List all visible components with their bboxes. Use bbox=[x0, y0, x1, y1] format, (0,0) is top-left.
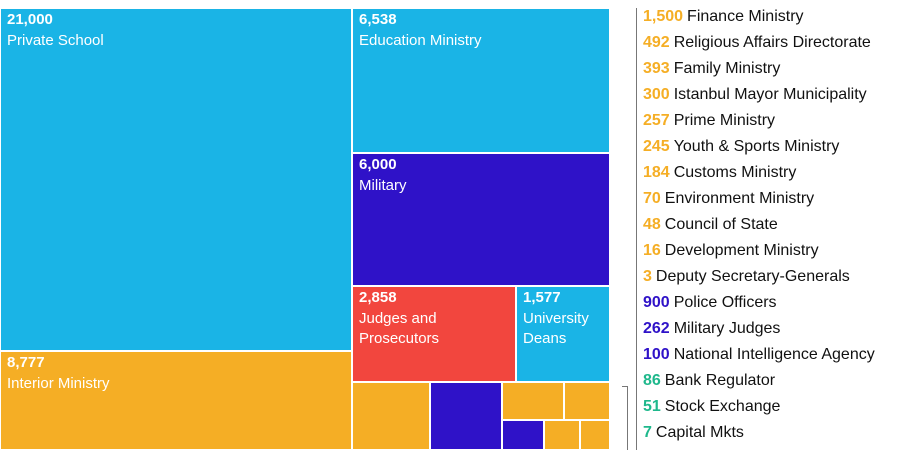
small-treemap-tile bbox=[502, 420, 544, 450]
treemap-tile: 21,000 Private School bbox=[0, 8, 352, 351]
legend-label: Deputy Secretary-Generals bbox=[655, 268, 850, 285]
legend-label: Police Officers bbox=[673, 294, 777, 311]
legend-item: 245 Youth & Sports Ministry bbox=[643, 136, 900, 162]
tile-label: University Deans bbox=[523, 310, 589, 347]
tile-value: 6,538 bbox=[359, 11, 397, 28]
treemap-tile: 1,577 University Deans bbox=[516, 286, 610, 382]
legend-label: Istanbul Mayor Municipality bbox=[673, 86, 867, 103]
tile-value: 6,000 bbox=[359, 156, 397, 173]
legend-value: 300 bbox=[643, 86, 670, 103]
legend-item: 3 Deputy Secretary-Generals bbox=[643, 266, 900, 292]
legend-item: 48 Council of State bbox=[643, 214, 900, 240]
legend-item: 7 Capital Mkts bbox=[643, 422, 900, 448]
legend-label: National Intelligence Agency bbox=[673, 346, 875, 363]
small-treemap-tile bbox=[564, 382, 610, 420]
legend-value: 184 bbox=[643, 164, 670, 181]
legend-value: 51 bbox=[643, 398, 661, 415]
legend-item: 70 Environment Ministry bbox=[643, 188, 900, 214]
treemap-tile: 8,777 Interior Ministry bbox=[0, 351, 352, 450]
legend-value: 3 bbox=[643, 268, 652, 285]
legend-item: 51 Stock Exchange bbox=[643, 396, 900, 422]
legend-value: 900 bbox=[643, 294, 670, 311]
treemap: 21,000 Private School 6,538 Education Minis… bbox=[0, 8, 610, 450]
legend-item: 86 Bank Regulator bbox=[643, 370, 900, 396]
tile-value: 1,577 bbox=[523, 289, 561, 306]
legend-label: Family Ministry bbox=[673, 60, 781, 77]
treemap-tile: 6,000 Military bbox=[352, 153, 610, 286]
legend-divider bbox=[636, 8, 637, 450]
legend-label: Customs Ministry bbox=[673, 164, 797, 181]
legend-value: 70 bbox=[643, 190, 661, 207]
legend-value: 262 bbox=[643, 320, 670, 337]
tile-label: Private School bbox=[7, 32, 104, 49]
legend-value: 492 bbox=[643, 34, 670, 51]
tile-label: Judges and Prosecutors bbox=[359, 310, 440, 347]
legend-item: 492 Religious Affairs Directorate bbox=[643, 32, 900, 58]
legend-item: 16 Development Ministry bbox=[643, 240, 900, 266]
legend-item: 257 Prime Ministry bbox=[643, 110, 900, 136]
legend-label: Stock Exchange bbox=[664, 398, 781, 415]
tile-label: Military bbox=[359, 177, 407, 194]
legend-label: Council of State bbox=[664, 216, 778, 233]
legend-item: 1,500 Finance Ministry bbox=[643, 6, 900, 32]
legend-label: Capital Mkts bbox=[655, 424, 744, 441]
legend-value: 7 bbox=[643, 424, 652, 441]
legend-item: 900 Police Officers bbox=[643, 292, 900, 318]
legend-value: 16 bbox=[643, 242, 661, 259]
tile-label: Education Ministry bbox=[359, 32, 482, 49]
small-treemap-tile bbox=[352, 382, 430, 450]
tile-value: 21,000 bbox=[7, 11, 53, 28]
legend-item: 100 National Intelligence Agency bbox=[643, 344, 900, 370]
legend-item: 393 Family Ministry bbox=[643, 58, 900, 84]
small-treemap-tile bbox=[502, 382, 564, 420]
legend-value: 100 bbox=[643, 346, 670, 363]
legend-item: 300 Istanbul Mayor Municipality bbox=[643, 84, 900, 110]
small-treemap-tile bbox=[580, 420, 610, 450]
legend-label: Military Judges bbox=[673, 320, 781, 337]
legend-label: Prime Ministry bbox=[673, 112, 776, 129]
small-treemap-tile bbox=[544, 420, 580, 450]
legend-label: Finance Ministry bbox=[687, 8, 804, 25]
treemap-tile: 2,858 Judges and Prosecutors bbox=[352, 286, 516, 382]
legend-label: Environment Ministry bbox=[664, 190, 815, 207]
legend-value: 86 bbox=[643, 372, 661, 389]
small-tiles-bracket bbox=[622, 386, 628, 450]
legend-value: 1,500 bbox=[643, 8, 684, 25]
tile-label: Interior Ministry bbox=[7, 375, 110, 392]
legend-value: 48 bbox=[643, 216, 661, 233]
tile-value: 8,777 bbox=[7, 354, 45, 371]
treemap-tile: 6,538 Education Ministry bbox=[352, 8, 610, 153]
legend-value: 393 bbox=[643, 60, 670, 77]
legend-item: 262 Military Judges bbox=[643, 318, 900, 344]
legend-value: 257 bbox=[643, 112, 670, 129]
legend: 1,500 Finance Ministry 492 Religious Affair… bbox=[643, 6, 900, 448]
tile-value: 2,858 bbox=[359, 289, 397, 306]
legend-item: 184 Customs Ministry bbox=[643, 162, 900, 188]
legend-label: Bank Regulator bbox=[664, 372, 776, 389]
legend-label: Youth & Sports Ministry bbox=[673, 138, 840, 155]
legend-label: Religious Affairs Directorate bbox=[673, 34, 871, 51]
small-treemap-tile bbox=[430, 382, 502, 450]
legend-label: Development Ministry bbox=[664, 242, 819, 259]
legend-value: 245 bbox=[643, 138, 670, 155]
